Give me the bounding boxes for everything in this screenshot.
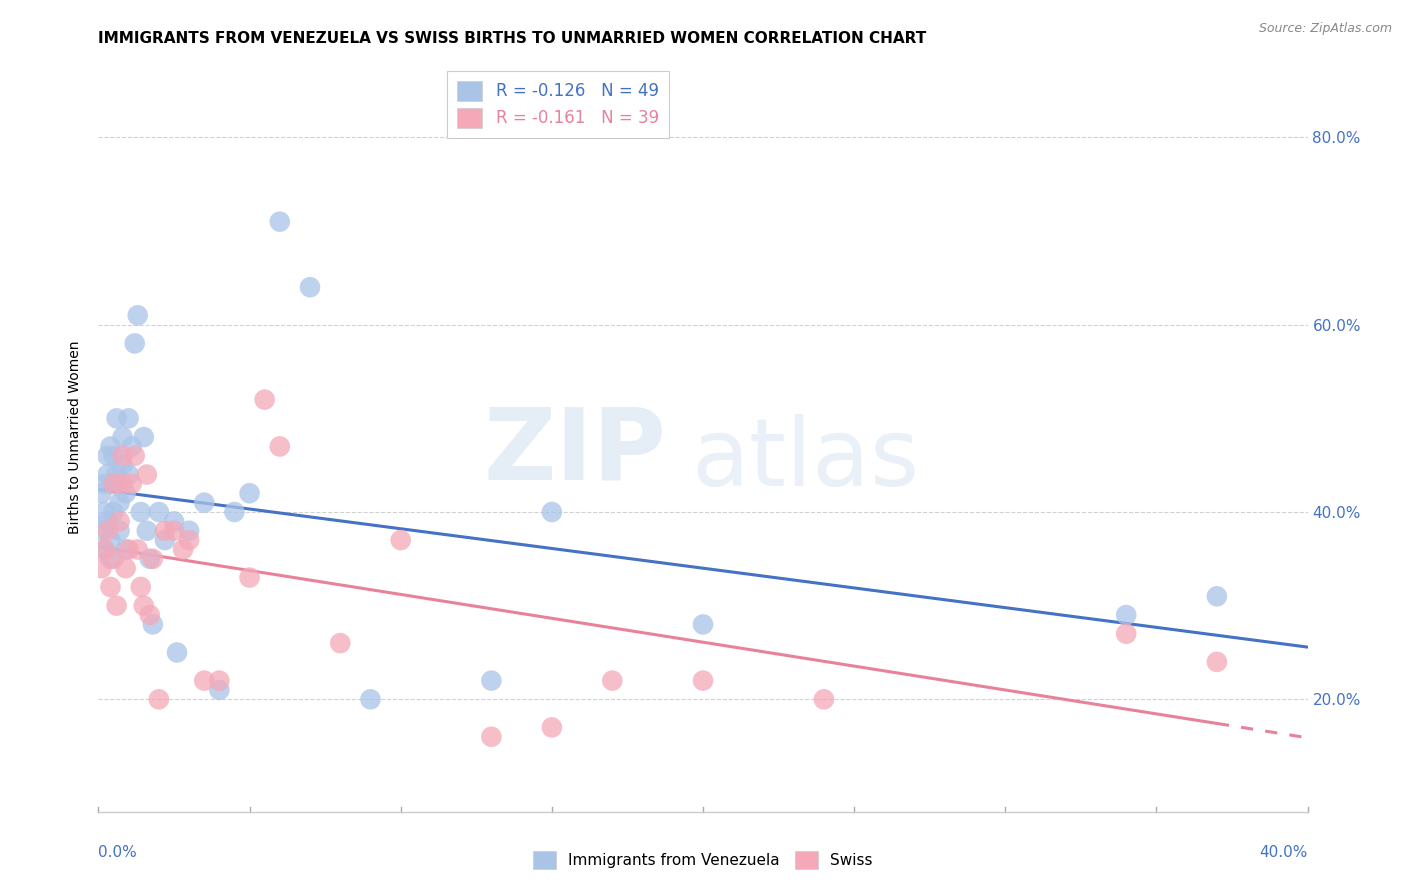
Point <box>103 449 125 463</box>
Point <box>253 392 276 407</box>
Point <box>100 533 122 547</box>
Point <box>93 542 115 557</box>
Point <box>540 505 562 519</box>
Point <box>118 542 141 557</box>
Text: 0.0%: 0.0% <box>98 846 138 861</box>
Text: IMMIGRANTS FROM VENEZUELA VS SWISS BIRTHS TO UNMARRIED WOMEN CORRELATION CHART: IMMIGRANTS FROM VENEZUELA VS SWISS BIRTH… <box>98 31 927 46</box>
Point <box>121 440 143 453</box>
Point <box>103 476 125 491</box>
Text: atlas: atlas <box>690 414 920 506</box>
Point <box>90 486 112 500</box>
Point <box>111 430 134 444</box>
Point <box>114 542 136 557</box>
Point <box>118 467 141 482</box>
Text: 40.0%: 40.0% <box>1260 846 1308 861</box>
Point <box>129 505 152 519</box>
Point <box>172 542 194 557</box>
Point <box>193 673 215 688</box>
Point <box>208 683 231 698</box>
Point <box>103 505 125 519</box>
Point <box>481 730 503 744</box>
Point <box>163 514 186 528</box>
Point <box>105 467 128 482</box>
Point <box>93 476 115 491</box>
Point <box>108 496 131 510</box>
Point <box>96 514 118 528</box>
Point <box>692 673 714 688</box>
Point <box>239 571 262 585</box>
Point <box>124 336 146 351</box>
Point <box>96 524 118 538</box>
Point <box>121 476 143 491</box>
Text: ZIP: ZIP <box>484 403 666 500</box>
Point <box>148 692 170 706</box>
Point <box>100 440 122 453</box>
Point <box>129 580 152 594</box>
Point <box>179 533 201 547</box>
Point <box>135 467 157 482</box>
Point <box>239 486 262 500</box>
Point <box>96 467 118 482</box>
Point <box>299 280 322 294</box>
Point <box>93 505 115 519</box>
Point <box>111 476 134 491</box>
Point <box>166 646 188 660</box>
Point <box>93 542 115 557</box>
Point <box>142 551 165 566</box>
Point <box>114 486 136 500</box>
Y-axis label: Births to Unmarried Women: Births to Unmarried Women <box>67 341 82 533</box>
Point <box>90 561 112 575</box>
Legend: R = -0.126   N = 49, R = -0.161   N = 39: R = -0.126 N = 49, R = -0.161 N = 39 <box>447 70 669 138</box>
Point <box>114 561 136 575</box>
Point <box>118 411 141 425</box>
Point <box>389 533 412 547</box>
Point <box>132 599 155 613</box>
Point <box>692 617 714 632</box>
Point <box>1206 589 1229 603</box>
Point <box>103 551 125 566</box>
Point <box>108 514 131 528</box>
Point <box>132 430 155 444</box>
Point <box>602 673 624 688</box>
Point <box>813 692 835 706</box>
Point <box>153 533 176 547</box>
Point <box>148 505 170 519</box>
Point <box>269 214 291 228</box>
Point <box>127 309 149 323</box>
Point <box>540 721 562 735</box>
Point <box>193 496 215 510</box>
Point <box>224 505 246 519</box>
Point <box>481 673 503 688</box>
Point <box>135 524 157 538</box>
Point <box>208 673 231 688</box>
Text: Source: ZipAtlas.com: Source: ZipAtlas.com <box>1258 22 1392 36</box>
Point <box>100 580 122 594</box>
Point <box>142 617 165 632</box>
Point <box>139 551 162 566</box>
Legend: Immigrants from Venezuela, Swiss: Immigrants from Venezuela, Swiss <box>527 845 879 875</box>
Point <box>329 636 352 650</box>
Point <box>103 476 125 491</box>
Point <box>163 524 186 538</box>
Point <box>360 692 382 706</box>
Point <box>111 449 134 463</box>
Point <box>1115 608 1137 623</box>
Point <box>269 440 291 453</box>
Point <box>108 524 131 538</box>
Point <box>105 411 128 425</box>
Point <box>153 524 176 538</box>
Point <box>100 551 122 566</box>
Point <box>179 524 201 538</box>
Point <box>96 449 118 463</box>
Point <box>90 524 112 538</box>
Point <box>105 599 128 613</box>
Point <box>111 458 134 473</box>
Point <box>1206 655 1229 669</box>
Point <box>127 542 149 557</box>
Point <box>1115 626 1137 640</box>
Point <box>139 608 162 623</box>
Point <box>124 449 146 463</box>
